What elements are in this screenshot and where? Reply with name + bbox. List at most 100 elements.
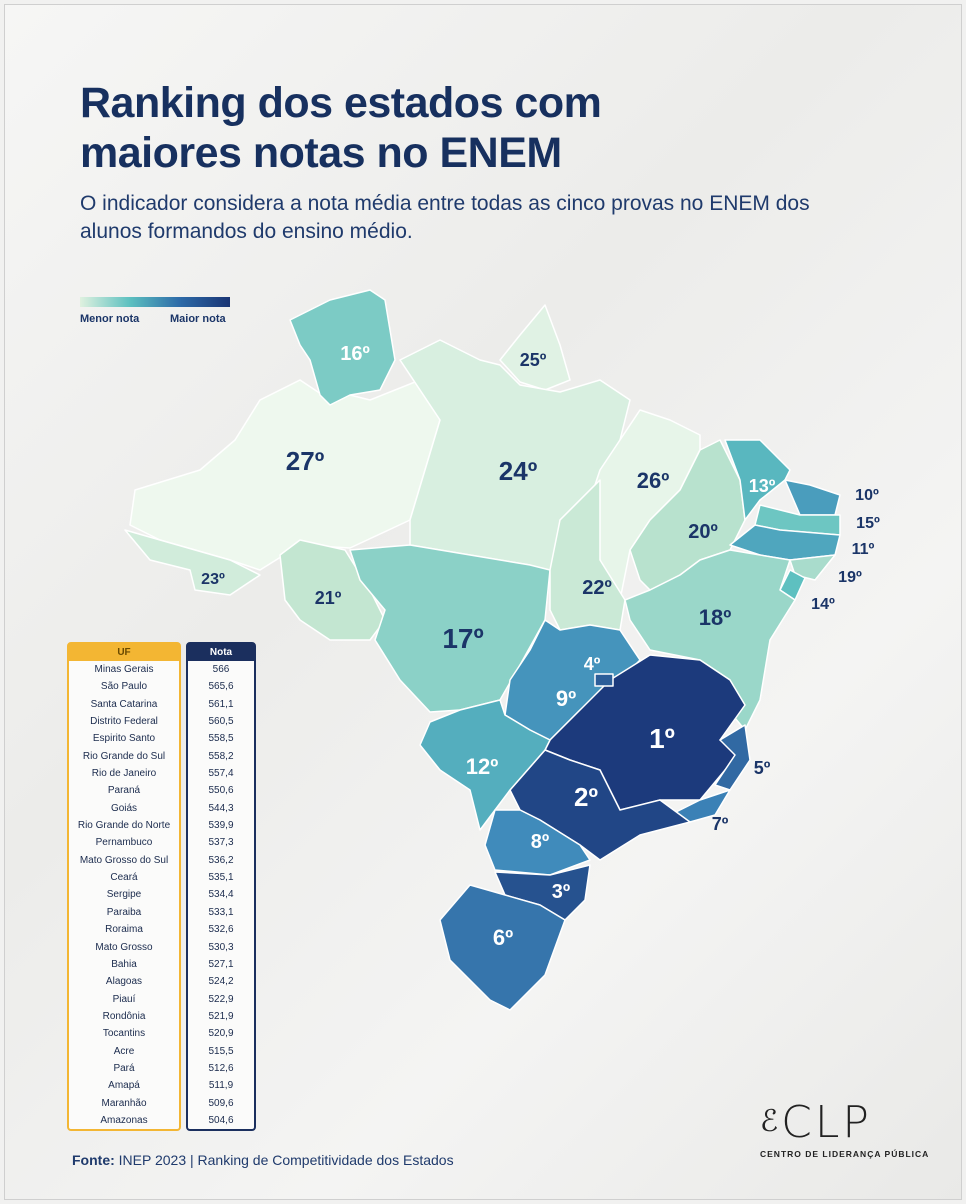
- table-row-nota: 520,9: [208, 1028, 234, 1040]
- table-row-uf: Mato Grosso do Sul: [79, 854, 169, 866]
- table-row-nota: 522,9: [208, 993, 234, 1005]
- uf-header: UF: [69, 644, 179, 661]
- legend-low-label: Menor nota: [80, 313, 140, 325]
- state-rs: [439, 884, 566, 1011]
- state-rank-label: 9º: [556, 686, 576, 711]
- legend-high-label: Maior nota: [170, 313, 226, 325]
- table-row-nota: 512,6: [208, 1062, 234, 1074]
- source-label: Fonte:: [72, 1152, 115, 1168]
- table-row-uf: Bahia: [111, 958, 137, 970]
- state-rr: [289, 289, 396, 406]
- table-row-uf: Sergipe: [106, 889, 142, 901]
- state-rank-label: 7º: [712, 814, 729, 834]
- table-row-uf: Alagoas: [105, 976, 143, 988]
- state-ms: [419, 699, 551, 831]
- nota-header: Nota: [188, 644, 254, 661]
- state-rank-label: 16º: [340, 343, 370, 365]
- table-row-uf: Ceará: [110, 872, 138, 884]
- table-row-nota: 532,6: [208, 924, 234, 936]
- table-row-uf: Goiás: [110, 802, 138, 814]
- state-am: [129, 379, 441, 571]
- legend-gradient-bar: [80, 297, 230, 307]
- table-row-nota: 536,2: [208, 854, 234, 866]
- table-row-nota: 558,2: [208, 750, 234, 762]
- state-rank-label: 15º: [856, 515, 880, 532]
- state-ce: [724, 439, 791, 521]
- table-row-nota: 527,1: [208, 958, 234, 970]
- nota-column: Nota 566 565,6 561,1 560,5 558,5 558,2 557,4 55…: [186, 642, 256, 1132]
- clp-logo: ℰCLP CENTRO DE LIDERANÇA PÚBLICA: [760, 1097, 930, 1160]
- state-rank-label: 17º: [442, 623, 483, 654]
- state-rank-label: 11º: [852, 541, 875, 558]
- table-row-uf: Maranhão: [101, 1097, 147, 1109]
- table-row-nota: 530,3: [208, 941, 234, 953]
- table-row-uf: Amapá: [108, 1080, 140, 1092]
- state-rank-label: 3º: [552, 881, 570, 903]
- table-row-nota: 558,5: [208, 733, 234, 745]
- state-rank-label: 18º: [699, 605, 732, 630]
- source-text: INEP 2023 | Ranking de Competitividade d…: [118, 1152, 454, 1168]
- table-row-nota: 535,1: [208, 872, 234, 884]
- table-row-uf: Minas Gerais: [94, 664, 154, 675]
- title-line-2: maiores notas no ENEM: [80, 129, 562, 177]
- state-rank-label: 22º: [582, 577, 612, 599]
- table-row-uf: Rio Grande do Sul: [82, 750, 166, 762]
- table-row-nota: 524,2: [208, 976, 234, 988]
- logo-text: CLP: [781, 1097, 872, 1148]
- table-row-uf: Santa Catarina: [90, 698, 158, 710]
- state-rank-label: 24º: [499, 456, 538, 486]
- table-row-nota: 521,9: [208, 1010, 234, 1022]
- table-row-nota: 566: [212, 664, 230, 675]
- uf-column: UF Minas Gerais São Paulo Santa Catarina Di…: [67, 642, 181, 1132]
- state-rn: [784, 479, 841, 516]
- state-rank-label: 12º: [466, 754, 499, 779]
- state-rank-label: 10º: [855, 487, 879, 504]
- page-subtitle: O indicador considera a nota média entre…: [80, 192, 810, 243]
- logo-subtitle: CENTRO DE LIDERANÇA PÚBLICA: [760, 1149, 930, 1159]
- table-row-uf: Pernambuco: [95, 837, 153, 849]
- state-df: [594, 673, 614, 687]
- state-rank-label: 19º: [838, 569, 862, 586]
- logo-figure-icon: ℰ: [760, 1104, 782, 1139]
- state-rank-label: 20º: [688, 521, 718, 543]
- state-al: [789, 554, 836, 581]
- table-row-uf: Paraiba: [106, 906, 142, 918]
- table-row-uf: Espirito Santo: [92, 733, 156, 745]
- table-row-nota: 539,9: [208, 820, 234, 832]
- state-rank-label: 13º: [749, 476, 776, 496]
- table-row-uf: Amazonas: [100, 1114, 148, 1126]
- state-rank-label: 2º: [574, 782, 598, 812]
- table-row-nota: 557,4: [208, 768, 234, 780]
- table-row-uf: Paraná: [107, 785, 141, 797]
- table-row-nota: 561,1: [208, 698, 234, 710]
- table-row-uf: Piauí: [112, 993, 136, 1005]
- state-rank-label: 6º: [493, 925, 513, 950]
- state-rank-label: 21º: [315, 588, 342, 608]
- table-row-nota: 533,1: [208, 906, 234, 918]
- state-ap: [499, 304, 571, 391]
- table-row-uf: Mato Grosso: [95, 941, 153, 953]
- table-row-uf: Tocantins: [102, 1028, 146, 1040]
- state-rank-label: 14º: [811, 596, 835, 613]
- table-row-nota: 511,9: [208, 1080, 234, 1092]
- table-row-uf: Distrito Federal: [90, 716, 158, 728]
- table-row-nota: 537,3: [208, 837, 234, 849]
- state-rank-label: 8º: [531, 831, 549, 853]
- table-row-nota: 534,4: [208, 889, 234, 901]
- table-row-uf: Pará: [113, 1062, 135, 1074]
- color-legend: Menor nota Maior nota: [80, 297, 230, 325]
- table-row-uf: Rio de Janeiro: [91, 768, 157, 780]
- table-row-uf: Rio Grande do Norte: [77, 820, 171, 832]
- table-row-nota: 560,5: [208, 716, 234, 728]
- table-row-nota: 515,5: [208, 1045, 234, 1057]
- table-row-uf: São Paulo: [100, 681, 148, 693]
- table-row-uf: Acre: [113, 1045, 135, 1057]
- table-row-uf: Rondônia: [102, 1010, 146, 1022]
- state-ro: [279, 539, 386, 641]
- page-title: Ranking dos estados com maiores notas no…: [80, 78, 602, 178]
- table-row-nota: 509,6: [208, 1097, 234, 1109]
- table-row-nota: 550,6: [208, 785, 234, 797]
- state-rank-label: 26º: [637, 468, 670, 493]
- state-rank-label: 5º: [754, 758, 771, 778]
